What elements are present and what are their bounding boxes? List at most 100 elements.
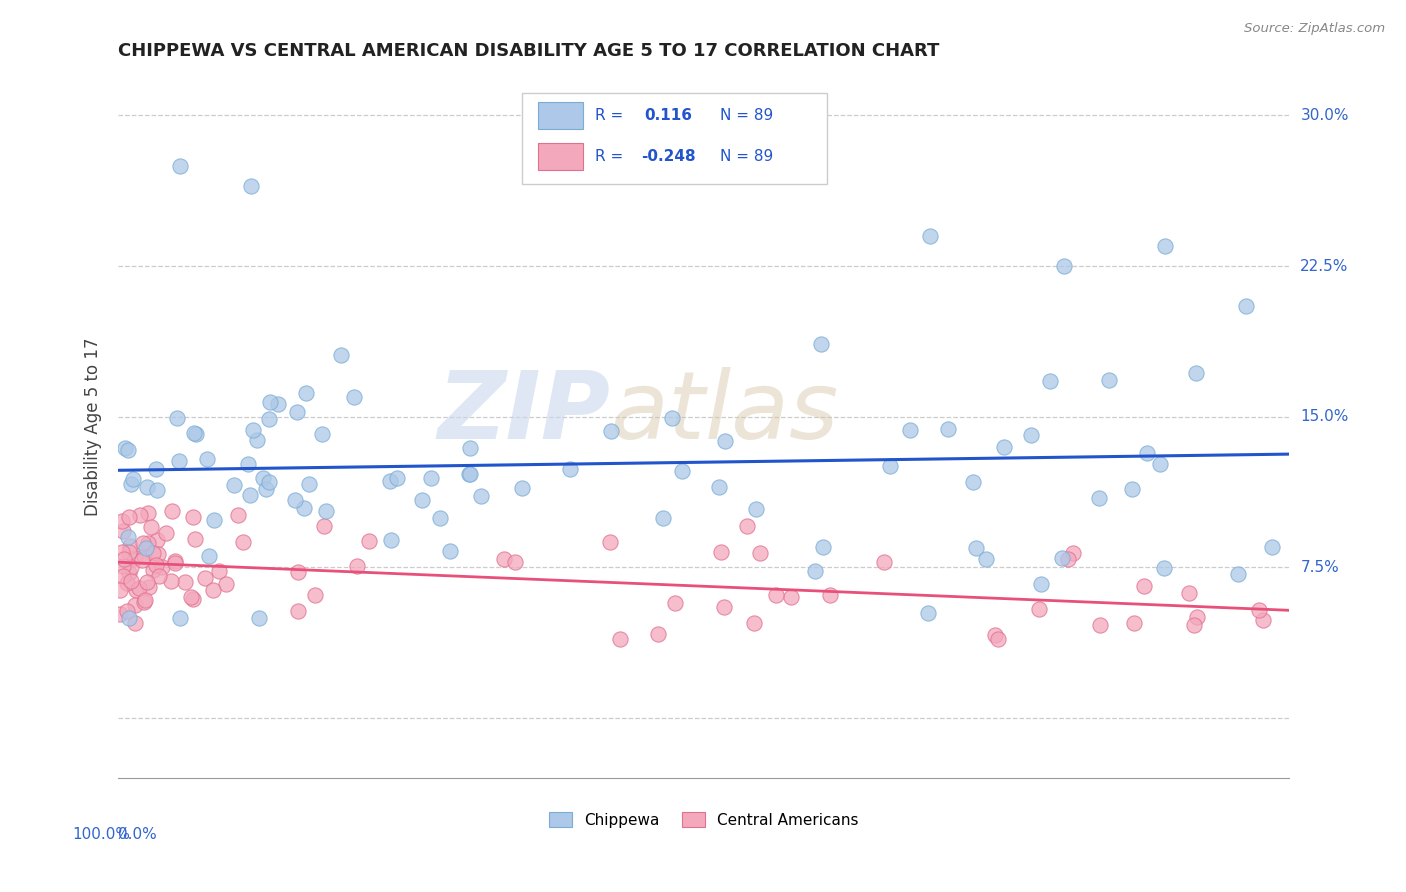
Point (1029, 577, 1052, 591)
Point (298, 477, 321, 491)
Point (242, 423, 264, 437)
Text: 22.5%: 22.5% (1301, 259, 1348, 274)
Point (600, 424, 623, 438)
Point (138, 580, 160, 594)
Point (1182, 618, 1205, 632)
Point (257, 475, 280, 489)
Point (1039, 374, 1062, 388)
Point (744, 615, 766, 630)
Text: Source: ZipAtlas.com: Source: ZipAtlas.com (1244, 22, 1385, 36)
Point (652, 511, 675, 525)
Point (1178, 586, 1201, 600)
Text: 30.0%: 30.0% (1301, 108, 1348, 123)
Point (295, 385, 318, 400)
Point (120, 574, 142, 588)
Point (411, 492, 433, 507)
Point (208, 564, 231, 578)
Point (873, 555, 896, 569)
Point (287, 565, 309, 579)
Point (112, 524, 135, 538)
Text: 100.0%: 100.0% (72, 828, 129, 842)
Point (1050, 550, 1073, 565)
Point (198, 549, 221, 564)
Point (180, 590, 202, 604)
Point (1088, 491, 1111, 505)
Point (1136, 446, 1159, 460)
Point (112, 569, 135, 583)
Point (1247, 602, 1270, 616)
Point (145, 462, 167, 476)
Point (1122, 615, 1144, 630)
Point (134, 593, 156, 607)
Point (121, 559, 143, 574)
Point (148, 568, 170, 582)
Point (267, 397, 290, 411)
Point (169, 610, 191, 624)
Point (346, 559, 368, 574)
Point (1021, 427, 1043, 442)
Text: CHIPPEWA VS CENTRAL AMERICAN DISABILITY AGE 5 TO 17 CORRELATION CHART: CHIPPEWA VS CENTRAL AMERICAN DISABILITY … (118, 42, 939, 60)
Point (184, 532, 207, 546)
Point (131, 553, 153, 567)
Point (111, 545, 134, 559)
Point (1132, 579, 1154, 593)
Point (224, 478, 246, 492)
Point (1227, 567, 1250, 582)
Point (254, 483, 277, 497)
Point (1121, 482, 1143, 496)
Point (146, 483, 169, 497)
Point (311, 427, 333, 442)
Point (142, 546, 165, 560)
Point (238, 457, 260, 471)
Point (285, 405, 308, 419)
Point (917, 606, 939, 620)
Legend: Chippewa, Central Americans: Chippewa, Central Americans (543, 805, 865, 834)
Point (148, 547, 170, 561)
Point (138, 535, 160, 549)
Point (146, 533, 169, 547)
Point (287, 604, 309, 618)
Point (117, 575, 139, 590)
Point (315, 504, 337, 518)
Point (661, 410, 683, 425)
Point (167, 454, 190, 468)
Point (226, 508, 249, 523)
Point (510, 481, 533, 495)
Point (163, 556, 186, 570)
Point (709, 480, 731, 494)
Point (202, 513, 225, 527)
Point (1261, 540, 1284, 554)
Point (962, 475, 984, 489)
Point (284, 493, 307, 508)
Point (232, 535, 254, 549)
Point (183, 510, 205, 524)
Point (118, 510, 141, 524)
Point (150, 559, 173, 574)
Point (609, 632, 631, 646)
Point (470, 489, 492, 503)
Point (215, 577, 238, 591)
Point (135, 541, 157, 555)
Point (124, 616, 146, 631)
Point (252, 471, 274, 485)
Point (181, 592, 204, 607)
Point (1098, 373, 1121, 387)
Point (647, 627, 669, 641)
Point (457, 467, 479, 481)
Point (240, 178, 263, 193)
Point (202, 582, 225, 597)
Point (1185, 610, 1208, 624)
Point (811, 541, 834, 555)
Point (735, 519, 758, 533)
Point (918, 228, 941, 243)
Point (1185, 366, 1208, 380)
Point (257, 411, 280, 425)
Point (357, 534, 380, 549)
Point (1251, 613, 1274, 627)
Point (122, 472, 145, 486)
Point (124, 550, 146, 565)
Point (710, 544, 733, 558)
Point (745, 501, 768, 516)
Point (115, 604, 138, 618)
Point (1153, 561, 1175, 575)
